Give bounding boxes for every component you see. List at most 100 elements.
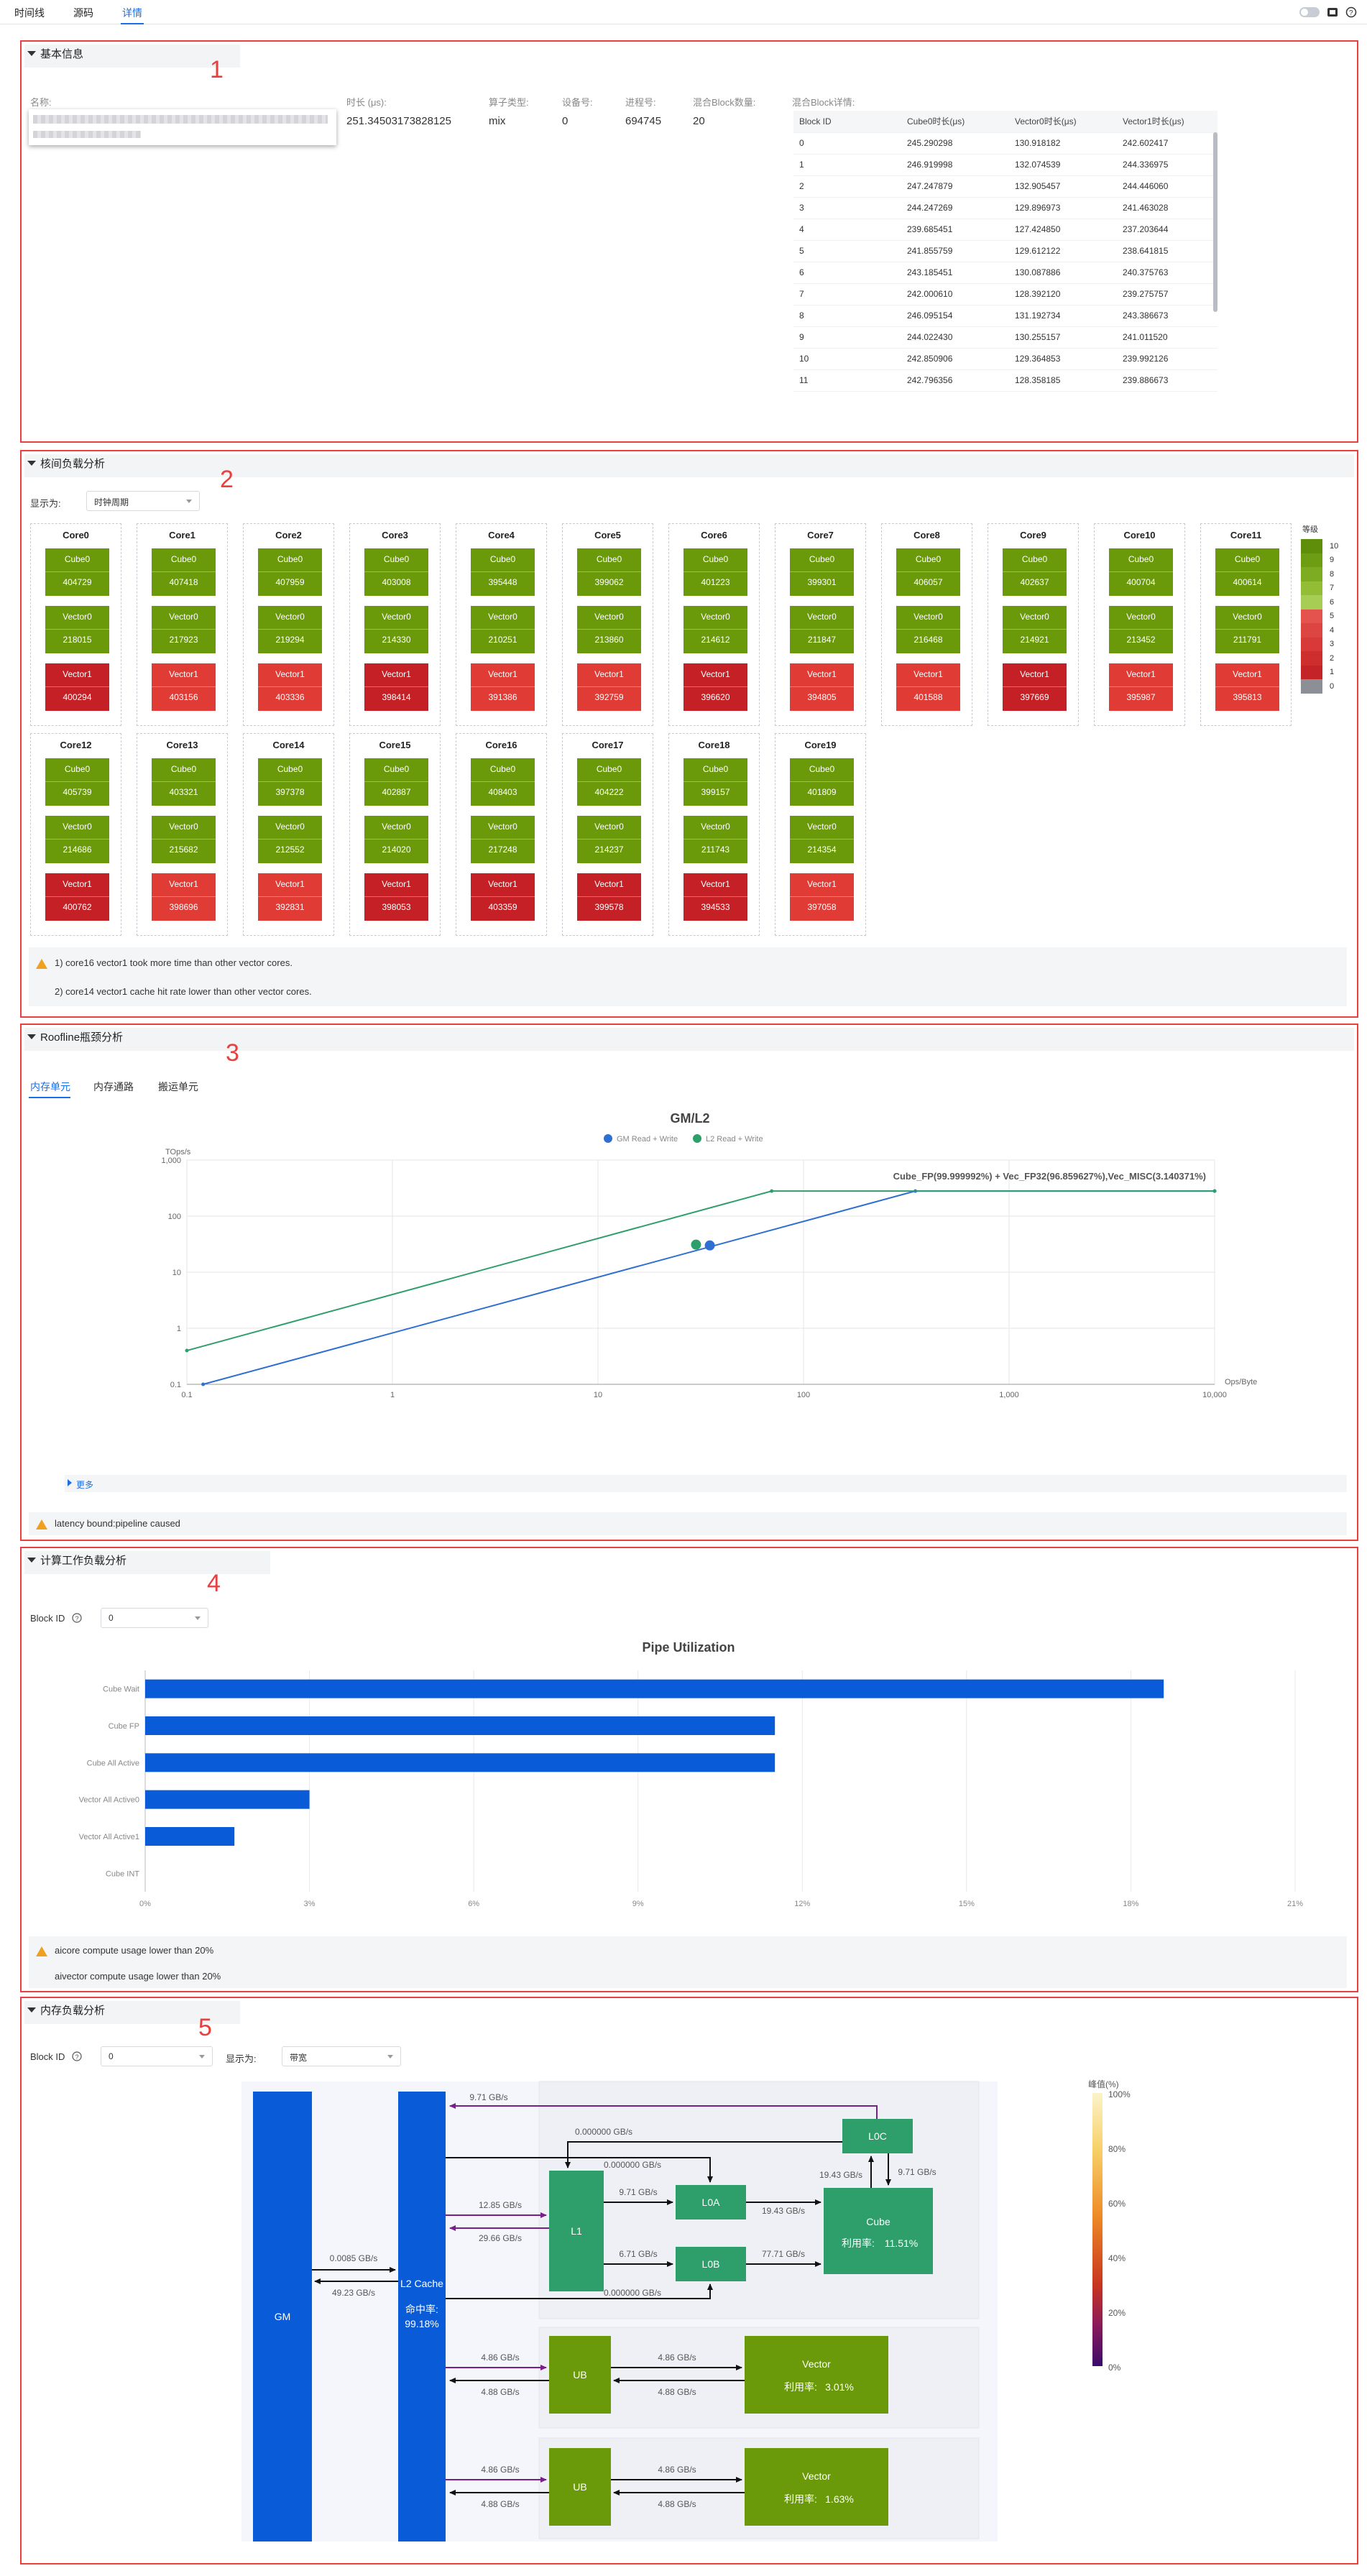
core-unit-cube[interactable]: Cube0 404222 — [577, 758, 641, 806]
core-unit-v0[interactable]: Vector0 213452 — [1109, 606, 1173, 653]
core-unit-cube[interactable]: Cube0 399301 — [790, 548, 854, 596]
core-unit-v0[interactable]: Vector0 211847 — [790, 606, 854, 653]
core-unit-cube[interactable]: Cube0 400704 — [1109, 548, 1173, 596]
core-unit-v0[interactable]: Vector0 216468 — [896, 606, 960, 653]
help-icon[interactable]: ? — [1345, 6, 1357, 18]
core-unit-v1[interactable]: Vector1 403336 — [258, 663, 322, 711]
core-unit-v1[interactable]: Vector1 403156 — [152, 663, 216, 711]
export-icon[interactable] — [1327, 6, 1338, 18]
core-unit-v1[interactable]: Vector1 395813 — [1215, 663, 1279, 711]
core-unit-v1[interactable]: Vector1 397058 — [790, 873, 854, 921]
core-unit-v0[interactable]: Vector0 218015 — [45, 606, 109, 653]
section-header-memory-load[interactable]: 内存负载分析 — [27, 2002, 105, 2018]
core-unit-cube[interactable]: Cube0 408403 — [471, 758, 535, 806]
core-unit-v0[interactable]: Vector0 211791 — [1215, 606, 1279, 653]
core-unit-cube[interactable]: Cube0 399157 — [684, 758, 747, 806]
core-unit-v0[interactable]: Vector0 214020 — [364, 816, 428, 863]
section-header-roofline[interactable]: Roofline瓶颈分析 — [27, 1029, 123, 1044]
table-row[interactable]: 4 239.685451 127.424850 237.203644 — [793, 218, 1218, 241]
core-unit-cube[interactable]: Cube0 399062 — [577, 548, 641, 596]
more-link[interactable]: 更多 — [76, 1480, 94, 1490]
core-unit-v0[interactable]: Vector0 214237 — [577, 816, 641, 863]
core-unit-v0[interactable]: Vector0 214686 — [45, 816, 109, 863]
core-unit-v0[interactable]: Vector0 214354 — [790, 816, 854, 863]
table-row[interactable]: 1 246.919998 132.074539 244.336975 — [793, 154, 1218, 176]
core-unit-cube[interactable]: Cube0 407418 — [152, 548, 216, 596]
table-row[interactable]: 2 247.247879 132.905457 244.446060 — [793, 175, 1218, 198]
section-header-compute-load[interactable]: 计算工作负载分析 — [27, 1552, 126, 1568]
core-unit-v1[interactable]: Vector1 401588 — [896, 663, 960, 711]
core-unit-v0[interactable]: Vector0 210251 — [471, 606, 535, 653]
section-header-basic-info[interactable]: 基本信息 — [27, 46, 83, 61]
core-unit-v1[interactable]: Vector1 392759 — [577, 663, 641, 711]
core-unit-v0[interactable]: Vector0 217923 — [152, 606, 216, 653]
core-unit-v0[interactable]: Vector0 211743 — [684, 816, 747, 863]
core-card: Core11 Cube0 400614 Vector0 211791 Vector1 395… — [1200, 523, 1292, 726]
core-unit-v1[interactable]: Vector1 398414 — [364, 663, 428, 711]
info-icon[interactable]: ? — [72, 2051, 82, 2061]
table-row[interactable]: 10 242.850906 129.364853 239.992126 — [793, 348, 1218, 370]
core-unit-cube[interactable]: Cube0 405739 — [45, 758, 109, 806]
core-unit-cube[interactable]: Cube0 406057 — [896, 548, 960, 596]
table-scrollbar[interactable] — [1213, 132, 1218, 312]
core-unit-v0[interactable]: Vector0 213860 — [577, 606, 641, 653]
core-unit-cube[interactable]: Cube0 403321 — [152, 758, 216, 806]
core-unit-v1[interactable]: Vector1 394805 — [790, 663, 854, 711]
table-row[interactable]: 6 243.185451 130.087886 240.375763 — [793, 262, 1218, 284]
core-unit-v0[interactable]: Vector0 215682 — [152, 816, 216, 863]
core-unit-v1[interactable]: Vector1 391386 — [471, 663, 535, 711]
table-row[interactable]: 9 244.022430 130.255157 241.011520 — [793, 326, 1218, 349]
core-unit-v0[interactable]: Vector0 214612 — [684, 606, 747, 653]
core-unit-v1[interactable]: Vector1 400294 — [45, 663, 109, 711]
block-id-select[interactable]: 0 — [101, 2046, 213, 2066]
core-unit-v1[interactable]: Vector1 398696 — [152, 873, 216, 921]
core-unit-v0[interactable]: Vector0 214330 — [364, 606, 428, 653]
core-unit-v1[interactable]: Vector1 396620 — [684, 663, 747, 711]
y-tick-label: 10 — [172, 1269, 181, 1277]
core-unit-cube[interactable]: Cube0 401809 — [790, 758, 854, 806]
info-icon[interactable]: ? — [72, 1613, 82, 1623]
table-row[interactable]: 8 246.095154 131.192734 243.386673 — [793, 305, 1218, 327]
core-unit-cube[interactable]: Cube0 402887 — [364, 758, 428, 806]
table-row[interactable]: 5 241.855759 129.612122 238.641815 — [793, 240, 1218, 262]
unit-cycles: 400704 — [1126, 577, 1156, 587]
core-unit-v1[interactable]: Vector1 399578 — [577, 873, 641, 921]
core-unit-v1[interactable]: Vector1 400762 — [45, 873, 109, 921]
core-unit-v1[interactable]: Vector1 394533 — [684, 873, 747, 921]
core-unit-v0[interactable]: Vector0 212552 — [258, 816, 322, 863]
core-unit-cube[interactable]: Cube0 402637 — [1003, 548, 1067, 596]
subtab-memory-path[interactable]: 内存通路 — [93, 1081, 134, 1092]
table-row[interactable]: 3 244.247269 129.896973 241.463028 — [793, 197, 1218, 219]
display-as-select[interactable]: 带宽 — [282, 2046, 401, 2066]
table-row[interactable]: 0 245.290298 130.918182 242.602417 — [793, 132, 1218, 155]
core-unit-v1[interactable]: Vector1 397669 — [1003, 663, 1067, 711]
core-unit-v1[interactable]: Vector1 395987 — [1109, 663, 1173, 711]
table-row[interactable]: 11 242.796356 128.358185 239.886673 — [793, 369, 1218, 392]
more-toggle[interactable]: 更多 — [65, 1475, 1347, 1492]
core-unit-v1[interactable]: Vector1 403359 — [471, 873, 535, 921]
subtab-memory-unit[interactable]: 内存单元 — [30, 1081, 70, 1092]
section-header-core-load[interactable]: 核间负载分析 — [27, 456, 105, 471]
core-card: Core13 Cube0 403321 Vector0 215682 Vector1 398… — [137, 733, 228, 936]
core-unit-v0[interactable]: Vector0 217248 — [471, 816, 535, 863]
theme-toggle[interactable] — [1299, 7, 1320, 17]
subtab-transfer-unit[interactable]: 搬运单元 — [158, 1081, 198, 1092]
core-unit-cube[interactable]: Cube0 397378 — [258, 758, 322, 806]
tab-details[interactable]: 详情 — [121, 7, 144, 24]
table-row[interactable]: 7 242.000610 128.392120 239.275757 — [793, 283, 1218, 305]
core-unit-v0[interactable]: Vector0 214921 — [1003, 606, 1067, 653]
core-unit-cube[interactable]: Cube0 407959 — [258, 548, 322, 596]
tab-timeline[interactable]: 时间线 — [14, 7, 45, 19]
display-as-select[interactable]: 时钟周期 — [86, 491, 200, 511]
tab-source[interactable]: 源码 — [73, 7, 93, 19]
block-id-select[interactable]: 0 — [101, 1608, 208, 1628]
core-unit-cube[interactable]: Cube0 400614 — [1215, 548, 1279, 596]
core-unit-v1[interactable]: Vector1 392831 — [258, 873, 322, 921]
core-unit-cube[interactable]: Cube0 401223 — [684, 548, 747, 596]
core-unit-cube[interactable]: Cube0 403008 — [364, 548, 428, 596]
core-unit-cube[interactable]: Cube0 404729 — [45, 548, 109, 596]
core-unit-v1[interactable]: Vector1 398053 — [364, 873, 428, 921]
unit-cycles: 400294 — [63, 692, 92, 702]
core-unit-v0[interactable]: Vector0 219294 — [258, 606, 322, 653]
core-unit-cube[interactable]: Cube0 395448 — [471, 548, 535, 596]
